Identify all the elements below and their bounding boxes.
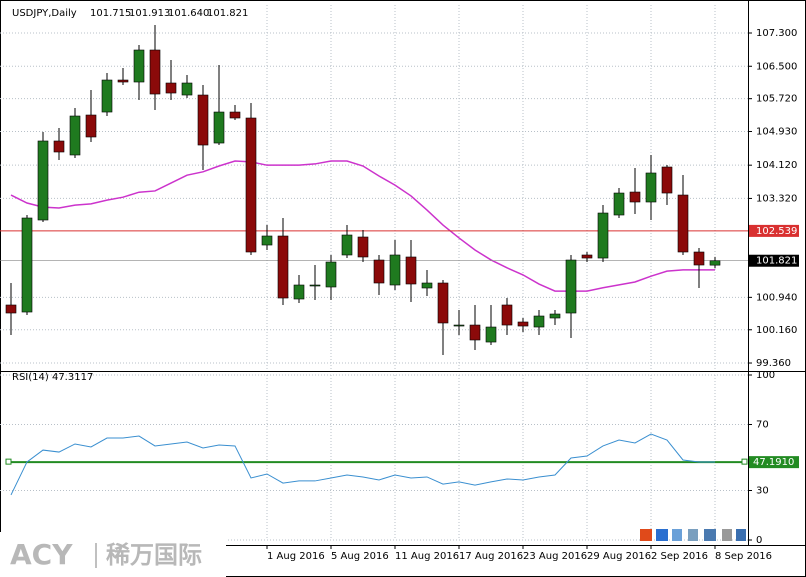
icon: [688, 529, 698, 541]
icon: [640, 529, 652, 541]
candle-body: [453, 324, 465, 327]
candle-body: [21, 217, 33, 313]
y-tick-label: 0: [756, 535, 762, 546]
y-tick-label: 104.930: [756, 127, 797, 138]
candle-body: [405, 256, 417, 285]
candle-body: [565, 259, 577, 314]
y-tick-label: 100: [756, 370, 775, 381]
candle-body: [693, 251, 705, 266]
candle-body: [597, 212, 609, 259]
x-tick-label: 17 Aug 2016: [459, 551, 523, 562]
candle-body: [229, 111, 241, 119]
y-tick-label: 100.940: [756, 292, 797, 303]
x-tick-label: 1 Aug 2016: [267, 551, 325, 562]
icon: [672, 529, 682, 541]
current-price-label: 101.821: [756, 256, 797, 267]
x-tick-label: 29 Aug 2016: [587, 551, 651, 562]
x-tick-label: 2 Sep 2016: [651, 551, 708, 562]
icon: [656, 529, 668, 541]
candle-body: [389, 254, 401, 286]
candle-body: [677, 194, 689, 253]
y-tick-label: 103.320: [756, 193, 797, 204]
candle-body: [485, 326, 497, 343]
candle-body: [469, 324, 481, 341]
symbol: USDJPY,Daily: [12, 8, 77, 19]
hline-label: 102.539: [756, 226, 797, 237]
icon: [722, 529, 732, 541]
candle-body: [5, 304, 17, 314]
x-tick-label: 11 Aug 2016: [395, 551, 459, 562]
y-tick-label: 106.500: [756, 61, 797, 72]
x-tick-label: 5 Aug 2016: [331, 551, 389, 562]
level-handle: [5, 458, 12, 465]
candle-body: [37, 140, 49, 221]
candle-body: [501, 304, 513, 326]
candle-body: [133, 49, 145, 83]
icon: [704, 529, 716, 541]
candle-body: [709, 260, 721, 266]
header: USDJPY,Daily 101.715 101.913 101.640 101…: [12, 8, 248, 383]
x-tick-label: 23 Aug 2016: [523, 551, 587, 562]
toolbar-icons: [640, 529, 746, 541]
level-label: 47.1910: [753, 457, 794, 468]
candle-body: [645, 172, 657, 203]
candle-body: [197, 94, 209, 146]
current-price-bg: [749, 254, 799, 267]
rsi-line: [10, 433, 715, 496]
icon: [736, 529, 746, 541]
candle-body: [117, 79, 129, 83]
y-tick-label: 100.160: [756, 325, 797, 336]
candle-body: [293, 284, 305, 300]
y-tick-label: 107.300: [756, 28, 797, 39]
plot: 99.360 100.160 100.940 103.320 104.120 104.93…: [0, 5, 799, 562]
candle-body: [581, 254, 593, 259]
candle-body: [373, 259, 385, 284]
candle-body: [53, 140, 65, 153]
candle-body: [85, 114, 97, 138]
y-tick-label: 30: [756, 486, 769, 497]
moving-average: [10, 160, 715, 292]
candle-body: [629, 191, 641, 203]
candle-body: [517, 321, 529, 327]
rsi-title: RSI(14) 47.3117: [12, 372, 93, 383]
watermark: ACY 稀万国际: [0, 532, 226, 577]
watermark-bg: [0, 532, 226, 577]
candle-body: [181, 82, 193, 96]
candle-body: [261, 235, 273, 246]
candle-body: [533, 315, 545, 328]
candle-body: [309, 284, 321, 287]
brand: ACY: [10, 538, 73, 571]
y-tick-label: 105.720: [756, 94, 797, 105]
candle-body: [149, 49, 161, 95]
y-tick-label: 70: [756, 420, 769, 431]
candle-body: [277, 235, 289, 299]
candle-body: [325, 261, 337, 288]
candle-body: [165, 82, 177, 94]
ohlc-high: 101.913: [129, 8, 170, 19]
hline-label-bg: [749, 224, 799, 237]
candle-body: [357, 236, 369, 258]
candle-body: [245, 117, 257, 253]
level-label-bg: [749, 456, 799, 469]
candle-body: [549, 313, 561, 319]
candle-body: [613, 192, 625, 216]
candle-body: [421, 282, 433, 289]
candle-body: [69, 115, 81, 156]
y-tick-label: 99.360: [756, 358, 791, 369]
y-tick-label: 104.120: [756, 160, 797, 171]
candle-body: [341, 234, 353, 256]
candle-body: [437, 282, 449, 324]
ohlc-close: 101.821: [207, 8, 248, 19]
candle-body: [661, 166, 673, 194]
candle-body: [101, 79, 113, 113]
ohlc-low: 101.640: [168, 8, 209, 19]
x-tick-label: 8 Sep 2016: [715, 551, 772, 562]
ohlc-open: 101.715: [90, 8, 131, 19]
brand-cn: 稀万国际: [106, 541, 202, 569]
candle-body: [213, 111, 225, 144]
level-handle: [741, 458, 748, 465]
